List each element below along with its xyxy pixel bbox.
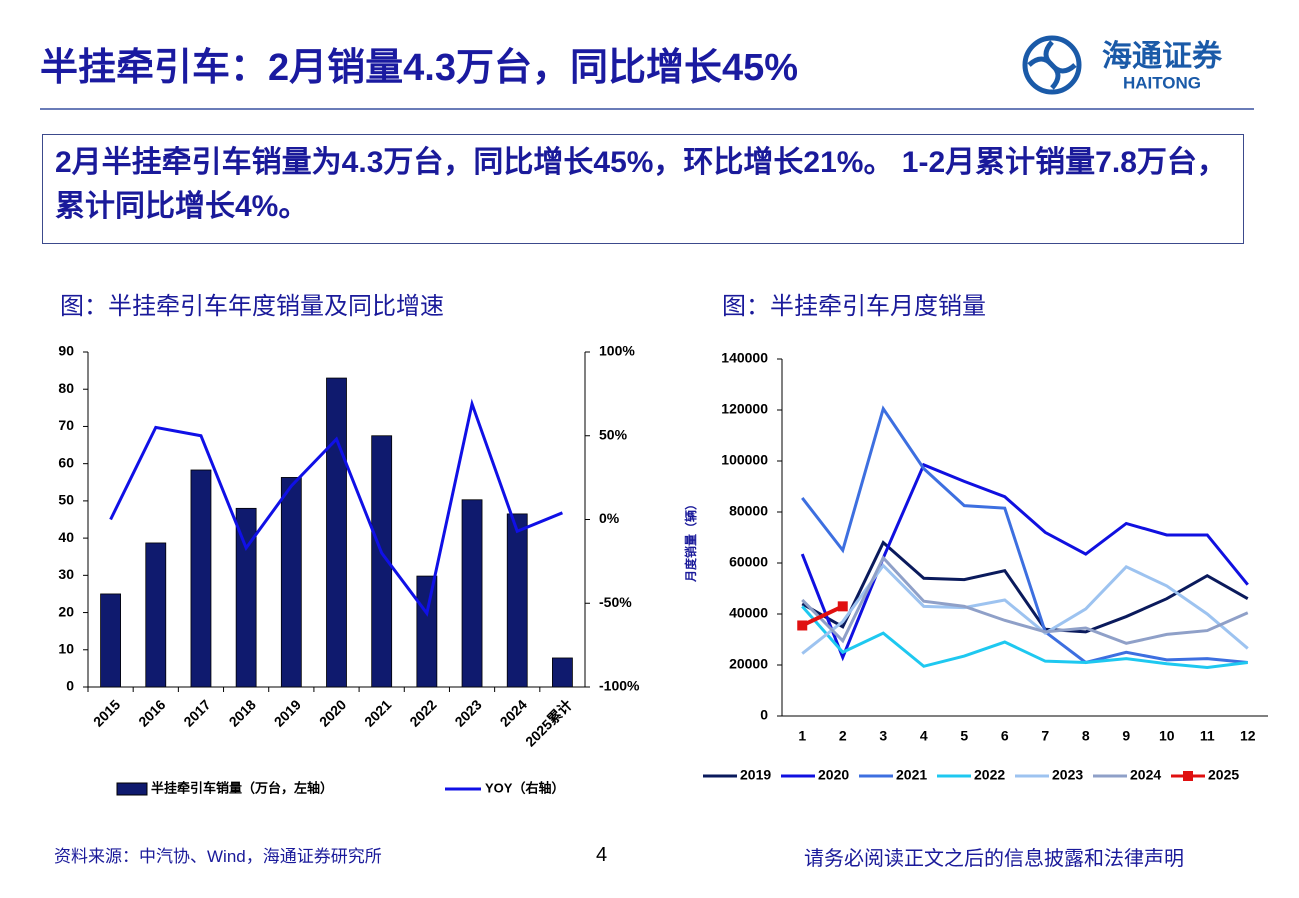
- x-tick-label: 1: [798, 728, 806, 744]
- line-series: [109, 398, 563, 617]
- bar: [235, 507, 257, 688]
- slide-title: 半挂牵引车：2月销量4.3万台，同比增长45%: [40, 47, 799, 89]
- x-tick-label: 4: [920, 728, 928, 744]
- chart-title: 图：半挂牵引车月度销量: [722, 293, 986, 320]
- y-tick-label: 50%: [599, 426, 628, 442]
- x-tick-label: 2018: [226, 696, 259, 729]
- y-tick-label: 20: [58, 603, 74, 619]
- legend-label: 2019: [740, 767, 771, 783]
- x-tick-label: 2020: [316, 696, 349, 729]
- x-tick-label: 12: [1240, 728, 1256, 744]
- y-tick-label: 80000: [729, 503, 768, 519]
- disclaimer: 请务必阅读正文之后的信息披露和法律声明: [804, 848, 1184, 870]
- y-tick-label: 0%: [599, 510, 620, 526]
- x-tick-label: 11: [1200, 728, 1215, 744]
- x-tick-label: 8: [1082, 728, 1090, 744]
- y-tick-label: 100000: [721, 452, 768, 468]
- chart-title: 图：半挂牵引车年度销量及同比增速: [60, 293, 444, 320]
- x-tick-label: 9: [1122, 728, 1130, 744]
- legend-label: 2021: [896, 767, 927, 783]
- page-number: 4: [596, 844, 608, 866]
- legend-label: 2024: [1130, 767, 1161, 783]
- x-tick-label: 2021: [361, 696, 394, 729]
- x-tick-label: 2: [839, 728, 847, 744]
- y-tick-label: 90: [58, 343, 74, 359]
- y-tick-label: 70: [58, 417, 74, 433]
- legend-label: 2023: [1052, 767, 1083, 783]
- x-tick-label: 3: [879, 728, 887, 744]
- legend-label: 2022: [974, 767, 1005, 783]
- legend-label: 2020: [818, 767, 849, 783]
- y-tick-label: 140000: [721, 350, 768, 366]
- x-tick-label: 5: [960, 728, 968, 744]
- bar: [280, 477, 302, 688]
- bar: [326, 377, 347, 688]
- y-tick-label: -100%: [599, 678, 640, 694]
- y-tick-label: 40000: [729, 605, 768, 621]
- line-series: [801, 605, 1248, 670]
- bar: [416, 575, 438, 688]
- x-tick-label: 10: [1159, 728, 1175, 744]
- y-tick-label: 80: [58, 380, 74, 396]
- bar: [461, 499, 483, 688]
- point: [837, 601, 848, 612]
- x-tick-label: 2025累计: [522, 696, 575, 749]
- legend-label: 半挂牵引车销量（万台，左轴）: [151, 780, 333, 795]
- y-tick-label: 10: [58, 640, 74, 656]
- y-tick-label: 40: [58, 529, 74, 545]
- y-tick-label: 50: [58, 492, 74, 508]
- x-tick-label: 2017: [180, 696, 213, 729]
- bar: [100, 593, 121, 688]
- x-tick-label: 7: [1041, 728, 1049, 744]
- legend-label: 2025: [1208, 767, 1239, 783]
- line-series: [801, 555, 1249, 645]
- y-tick-label: 0: [66, 678, 74, 694]
- x-tick-label: 2023: [451, 696, 484, 729]
- divider: [40, 108, 1254, 110]
- line-series: [801, 604, 844, 628]
- y-tick-label: 60: [58, 454, 74, 470]
- legend-marker: [1183, 771, 1193, 781]
- x-tick-label: 6: [1001, 728, 1009, 744]
- y-tick-label: 60000: [729, 554, 768, 570]
- line-series: [801, 540, 1249, 634]
- y-tick-label: 0: [760, 707, 768, 723]
- y-tick-label: 100%: [599, 343, 635, 359]
- point: [797, 620, 808, 631]
- x-tick-label: 2015: [90, 696, 123, 729]
- line-series: [800, 462, 1249, 662]
- y-tick-label: 20000: [729, 656, 768, 672]
- bar: [552, 657, 573, 688]
- x-tick-label: 2016: [135, 696, 168, 729]
- legend-label: YOY（右轴）: [485, 780, 564, 795]
- y-tick-label: 120000: [721, 401, 768, 417]
- x-tick-label: 2019: [271, 696, 304, 729]
- y-tick-label: 30: [58, 566, 74, 582]
- bar: [371, 435, 393, 688]
- source: 资料来源：中汽协、Wind，海通证券研究所: [54, 847, 382, 866]
- y-tick-label: -50%: [599, 594, 632, 610]
- legend-swatch: [116, 782, 148, 796]
- x-tick-label: 2022: [406, 696, 439, 729]
- bar: [190, 469, 212, 688]
- y-axis-label: 月度销量（辆）: [683, 498, 698, 583]
- bar: [506, 513, 528, 688]
- bar: [145, 542, 167, 688]
- summary-box: 2月半挂牵引车销量为4.3万台，同比增长45%，环比增长21%。 1-2月累计销…: [42, 134, 1244, 244]
- x-tick-label: 2024: [497, 696, 530, 729]
- line-series: [801, 405, 1248, 665]
